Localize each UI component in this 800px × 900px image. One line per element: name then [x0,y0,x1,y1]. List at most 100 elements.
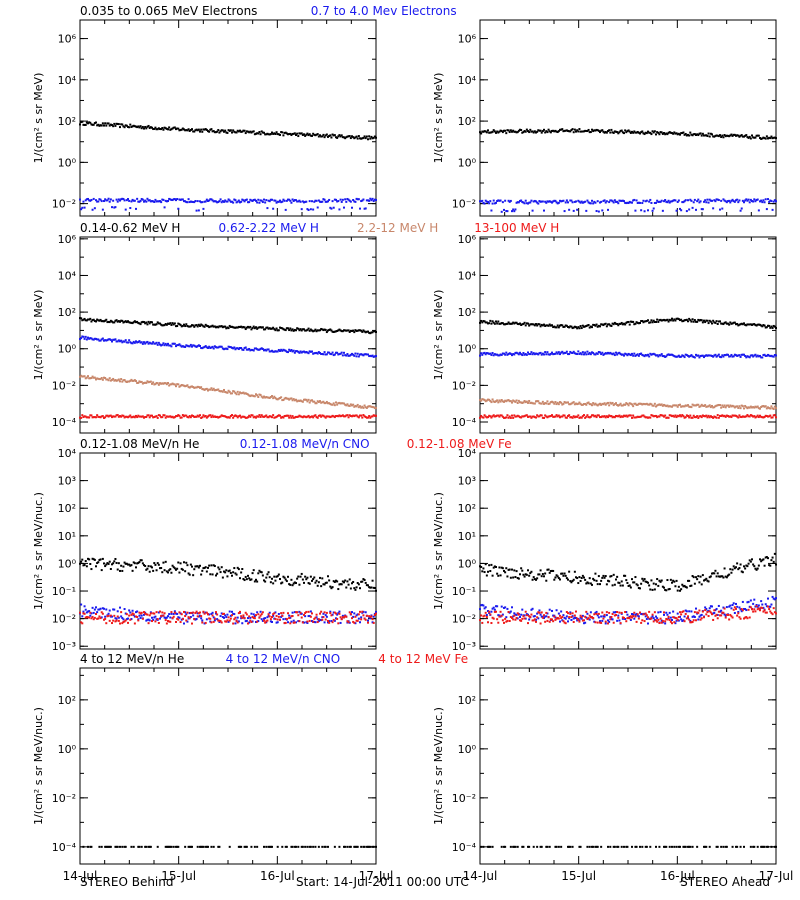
data-point [340,200,343,203]
data-point [673,199,676,202]
data-point [240,416,243,419]
data-point [332,580,335,583]
data-point [603,576,606,579]
data-point [188,617,191,620]
data-point [242,199,245,202]
data-point [317,414,320,417]
data-point [261,131,264,134]
data-point [82,318,85,321]
data-point [137,341,140,344]
data-point [105,339,108,342]
data-point [541,400,544,403]
data-point [129,341,132,344]
data-point [211,389,214,392]
data-point [266,616,269,619]
data-point [653,618,656,621]
data-point [714,353,717,356]
data-point [345,136,348,139]
data-point [522,201,525,204]
data-point [210,564,213,567]
data-point [481,570,484,573]
data-point [769,137,772,140]
data-point [706,198,709,201]
data-point [200,346,203,349]
data-point [144,612,147,615]
data-point [487,200,489,203]
data-point [165,344,168,347]
data-point [316,352,319,355]
data-point [236,347,239,350]
data-point [521,323,524,326]
data-point [690,199,693,202]
data-point [533,130,536,133]
data-point [176,383,179,386]
data-point [220,612,223,615]
data-point [651,404,654,407]
data-point [241,392,244,395]
data-point [545,201,548,204]
data-point [168,384,171,387]
data-point [92,558,95,561]
data-point [249,349,252,352]
data-point [635,131,638,134]
data-point [213,200,216,203]
data-point [745,134,748,137]
data-point [343,329,345,332]
data-point [763,405,766,408]
data-point [587,617,590,620]
data-point [223,200,225,203]
data-point [159,414,161,417]
data-point [717,575,720,578]
data-point [207,613,209,616]
data-point [604,620,607,623]
data-point [631,320,633,323]
data-point [525,128,528,131]
data-point [338,610,341,613]
data-point [484,130,487,133]
data-point [562,620,565,623]
data-point [636,321,639,324]
data-point [240,200,243,203]
data-point [697,134,700,137]
data-point [639,353,641,356]
data-point [675,404,678,407]
data-point [516,414,519,417]
data-point [577,326,580,329]
data-point [772,324,775,327]
data-point [640,131,643,134]
data-point [87,197,89,200]
data-point [645,132,648,135]
data-point [570,616,573,619]
data-point [628,200,631,203]
data-point [554,415,557,418]
data-point [224,129,227,132]
data-point [659,318,662,321]
data-point [493,610,496,613]
data-point [519,199,521,202]
data-point [595,352,598,355]
data-point [231,392,233,395]
data-point [521,401,524,404]
data-point [338,583,341,586]
data-point [496,200,499,203]
series-tan [479,398,777,410]
data-point [565,577,568,580]
data-point [739,608,742,611]
data-point [738,323,741,326]
data-point [220,345,223,348]
data-point [665,405,668,408]
data-point [263,349,265,352]
data-point [628,584,631,587]
data-point [688,355,691,358]
data-point [772,407,775,410]
data-point [682,619,685,622]
data-point [92,416,95,419]
data-point [505,620,508,623]
data-point [583,414,585,417]
data-point [159,343,161,346]
data-point [267,416,270,419]
data-point [626,321,629,324]
data-point [580,617,583,620]
